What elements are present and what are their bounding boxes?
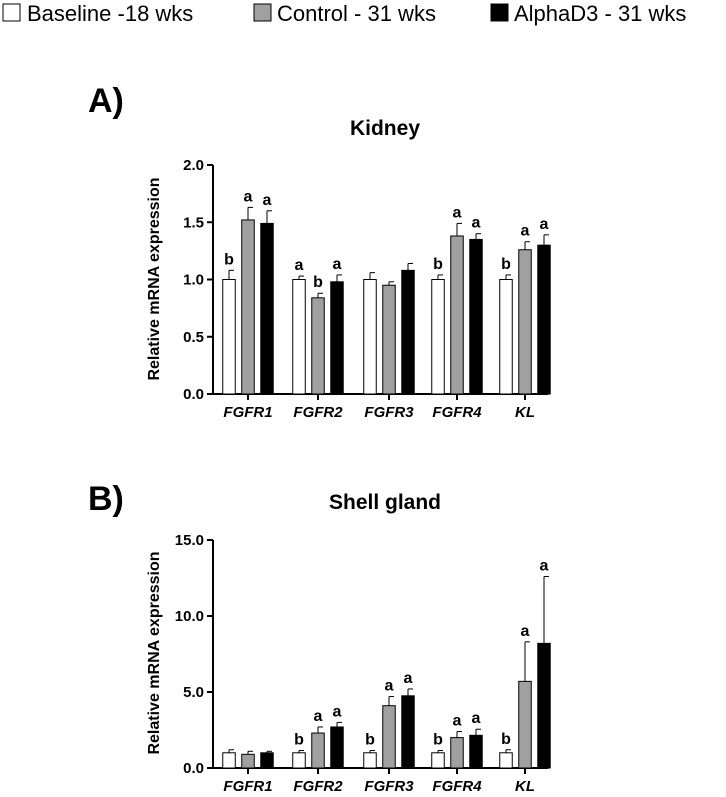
- x-tick-label-kidney: FGFR3: [364, 404, 414, 421]
- significance-label-shell-gland: b: [501, 731, 511, 748]
- significance-label-kidney: a: [263, 192, 272, 209]
- significance-label-shell-gland: a: [472, 710, 481, 727]
- bar-kidney-baseline: [499, 279, 513, 395]
- x-tick-label-kidney: KL: [515, 404, 535, 421]
- significance-label-kidney: b: [433, 256, 443, 273]
- bar-kidney-control: [518, 249, 532, 395]
- legend-item-alphad3: AlphaD3 - 31 wks: [490, 1, 686, 26]
- bar-shell-gland-alphad3: [537, 642, 551, 769]
- legend-item-baseline: Baseline -18 wks: [2, 1, 193, 26]
- bar-shell-gland-baseline: [431, 752, 445, 769]
- legend-swatch-alphad3: [490, 3, 509, 22]
- bar-shell-gland-baseline: [499, 752, 513, 769]
- significance-label-shell-gland: a: [540, 557, 549, 574]
- y-tick-label-shell-gland: 10.0: [175, 608, 204, 625]
- significance-label-kidney: b: [224, 251, 234, 268]
- significance-label-kidney: a: [472, 215, 481, 232]
- bar-shell-gland-control: [450, 737, 464, 769]
- x-tick-label-kidney: FGFR1: [223, 404, 272, 421]
- bar-kidney-control: [382, 284, 396, 395]
- bar-kidney-alphad3: [469, 238, 483, 395]
- legend-item-control: Control - 31 wks: [253, 1, 436, 26]
- bar-kidney-control: [311, 297, 325, 395]
- bar-shell-gland-alphad3: [469, 734, 483, 769]
- bar-kidney-control: [241, 219, 255, 395]
- bar-kidney-alphad3: [260, 222, 274, 395]
- legend-swatch-baseline: [2, 3, 21, 22]
- significance-label-kidney: a: [521, 223, 530, 240]
- significance-label-shell-gland: b: [433, 732, 443, 749]
- panel-label-a: A): [88, 82, 124, 120]
- significance-label-kidney: b: [501, 256, 511, 273]
- y-tick-label-kidney: 0.5: [183, 329, 204, 346]
- chart-kidney: Kidney Relative mRNA expression 0.0 0.5 1.…: [146, 117, 551, 421]
- bar-shell-gland-alphad3: [260, 752, 274, 769]
- legend: Baseline -18 wks Control - 31 wks AlphaD…: [2, 1, 686, 26]
- bar-kidney-baseline: [222, 279, 236, 395]
- panel-label-b: B): [88, 480, 124, 518]
- bar-shell-gland-baseline: [363, 752, 377, 769]
- bar-kidney-alphad3: [330, 281, 344, 395]
- chart-shell-gland: Shell gland Relative mRNA expression 0.0…: [146, 491, 551, 795]
- y-tick-label-shell-gland: 5.0: [183, 684, 204, 701]
- y-tick-label-kidney: 0.0: [183, 386, 204, 403]
- y-tick-label-shell-gland: 15.0: [175, 532, 204, 549]
- y-tick-label-shell-gland: 0.0: [183, 760, 204, 777]
- legend-label-control: Control - 31 wks: [277, 1, 436, 26]
- chart-title-kidney: Kidney: [350, 117, 420, 140]
- significance-label-kidney: a: [333, 256, 342, 273]
- significance-label-shell-gland: b: [365, 732, 375, 749]
- bar-shell-gland-control: [311, 732, 325, 769]
- significance-label-kidney: a: [540, 216, 549, 233]
- x-tick-label-shell-gland: FGFR4: [432, 778, 482, 795]
- bar-shell-gland-alphad3: [401, 695, 415, 769]
- significance-label-shell-gland: a: [404, 670, 413, 687]
- x-tick-label-shell-gland: FGFR2: [293, 778, 343, 795]
- bar-kidney-baseline: [431, 279, 445, 395]
- significance-label-kidney: a: [295, 257, 304, 274]
- bar-kidney-alphad3: [401, 269, 415, 395]
- significance-label-shell-gland: a: [314, 708, 323, 725]
- bar-shell-gland-control: [382, 705, 396, 769]
- significance-label-shell-gland: a: [385, 678, 394, 695]
- legend-label-baseline: Baseline -18 wks: [27, 1, 193, 26]
- significance-label-kidney: a: [244, 188, 253, 205]
- bar-kidney-control: [450, 235, 464, 395]
- bar-shell-gland-control: [518, 680, 532, 769]
- bar-kidney-alphad3: [537, 244, 551, 395]
- significance-label-kidney: b: [313, 274, 323, 291]
- y-tick-label-kidney: 2.0: [183, 157, 204, 174]
- significance-label-shell-gland: a: [521, 623, 530, 640]
- x-tick-label-kidney: FGFR2: [293, 404, 343, 421]
- y-tick-label-kidney: 1.5: [183, 214, 204, 231]
- bar-shell-gland-baseline: [222, 752, 236, 769]
- x-tick-label-shell-gland: FGFR3: [364, 778, 414, 795]
- legend-swatch-control: [253, 3, 272, 22]
- bar-shell-gland-control: [241, 753, 255, 769]
- bar-shell-gland-baseline: [292, 752, 306, 769]
- x-tick-label-kidney: FGFR4: [432, 404, 482, 421]
- bar-shell-gland-alphad3: [330, 726, 344, 769]
- significance-label-shell-gland: b: [294, 732, 304, 749]
- y-axis-label-shell-gland: Relative mRNA expression: [146, 551, 163, 754]
- significance-label-shell-gland: a: [453, 713, 462, 730]
- x-tick-label-shell-gland: KL: [515, 778, 535, 795]
- x-tick-label-shell-gland: FGFR1: [223, 778, 272, 795]
- y-axis-label-kidney: Relative mRNA expression: [146, 177, 163, 380]
- chart-title-shell-gland: Shell gland: [329, 491, 441, 514]
- y-tick-label-kidney: 1.0: [183, 272, 204, 289]
- significance-label-kidney: a: [453, 204, 462, 221]
- bar-kidney-baseline: [363, 279, 377, 395]
- legend-label-alphad3: AlphaD3 - 31 wks: [514, 1, 686, 26]
- significance-label-shell-gland: a: [333, 703, 342, 720]
- bar-kidney-baseline: [292, 279, 306, 395]
